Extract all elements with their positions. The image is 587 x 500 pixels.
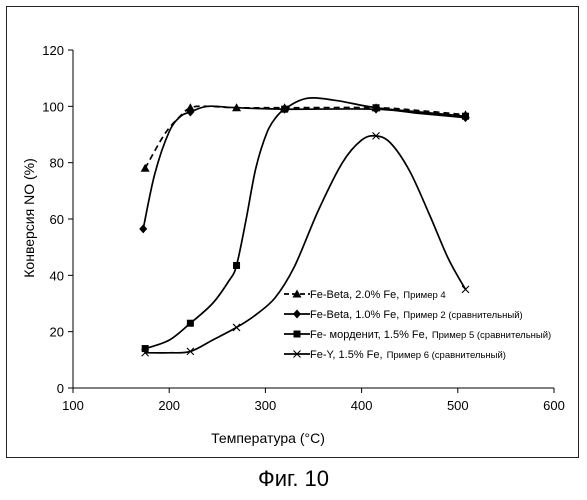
x-tick-label: 100 xyxy=(62,398,84,413)
y-tick-label: 20 xyxy=(50,325,64,340)
x-tick-label: 600 xyxy=(543,398,565,413)
legend-label-example: Пример 4 xyxy=(403,290,445,301)
legend-marker-square xyxy=(294,331,301,338)
legend-label: Fe-Beta, 2.0% Fe, Пример 4 xyxy=(310,289,446,301)
data-point-square xyxy=(233,262,240,269)
chart-legend: Fe-Beta, 2.0% Fe, Пример 4 Fe-Beta, 1.0% F… xyxy=(284,289,551,361)
legend-label-example: Пример 5 (сравнительный) xyxy=(432,330,551,341)
y-tick-label: 40 xyxy=(50,268,64,283)
data-point-triangle xyxy=(141,164,150,172)
legend-label: Fe- морденит, 1.5% Fe, Пример 5 (сравните… xyxy=(310,329,551,341)
x-tick-label: 200 xyxy=(158,398,180,413)
legend-label-example: Пример 6 (сравнительный) xyxy=(387,350,506,361)
legend-label-main: Fe-Beta, 2.0% Fe, xyxy=(310,289,399,301)
legend-label: Fe-Y, 1.5% Fe, Пример 6 (сравнительный) xyxy=(310,349,506,361)
series-2 xyxy=(139,105,469,234)
x-tick-label: 400 xyxy=(351,398,373,413)
series-line xyxy=(145,106,465,168)
x-tick-label: 500 xyxy=(447,398,469,413)
y-tick-label: 60 xyxy=(50,212,64,227)
y-tick-label: 80 xyxy=(50,156,64,171)
y-tick-label: 120 xyxy=(42,43,64,58)
data-point-x xyxy=(462,286,469,293)
legend-label-example: Пример 2 (сравнительный) xyxy=(403,310,522,321)
legend-label-main: Fe- морденит, 1.5% Fe, xyxy=(310,329,428,341)
legend-label-main: Fe-Beta, 1.0% Fe, xyxy=(310,309,399,321)
data-point-square xyxy=(281,106,288,113)
y-tick-label: 100 xyxy=(42,99,64,114)
data-point-square xyxy=(187,320,194,327)
data-point-diamond xyxy=(139,224,147,233)
legend-label: Fe-Beta, 1.0% Fe, Пример 2 (сравнительный… xyxy=(310,309,523,321)
y-tick-label: 0 xyxy=(57,381,64,396)
legend-label-main: Fe-Y, 1.5% Fe, xyxy=(310,349,383,361)
data-point-square xyxy=(462,113,469,120)
data-point-x xyxy=(233,324,240,331)
x-tick-label: 300 xyxy=(255,398,277,413)
series-line xyxy=(143,106,465,229)
figure-caption: Фиг. 10 xyxy=(0,466,587,492)
legend-marker-diamond xyxy=(293,310,301,319)
chart: 0 20 40 60 80 100 120 100 200 300 400 500 600 Fe-Bet… xyxy=(0,0,587,460)
data-point-square xyxy=(373,104,380,111)
x-axis-label: Температура (°C) xyxy=(211,430,325,446)
y-axis-label: Конверсия NO (%) xyxy=(21,158,37,277)
